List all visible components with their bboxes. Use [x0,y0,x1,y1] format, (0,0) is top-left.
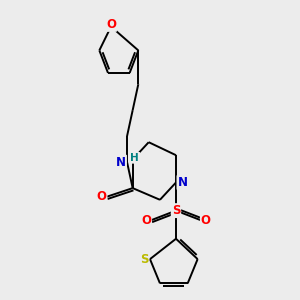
Text: H: H [130,153,139,163]
Text: N: N [178,176,188,189]
Text: O: O [97,190,106,203]
Text: O: O [141,214,151,226]
Text: O: O [201,214,211,226]
Text: N: N [116,156,126,169]
Text: S: S [172,204,180,217]
Text: S: S [140,253,148,266]
Text: O: O [106,18,116,31]
